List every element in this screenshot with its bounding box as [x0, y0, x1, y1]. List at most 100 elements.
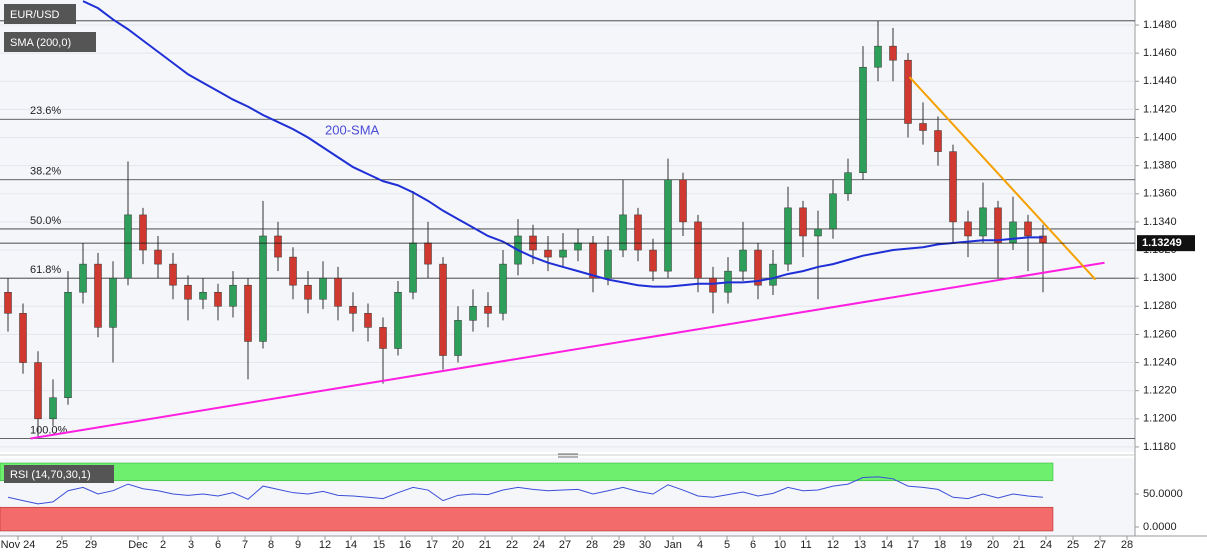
- candle-body: [469, 306, 477, 321]
- x-tick-label: 10: [774, 539, 786, 551]
- candle-body: [319, 277, 327, 300]
- candle-body: [604, 249, 612, 279]
- y-tick-label: 1.1200: [1143, 413, 1177, 425]
- rsi-legend: RSI (14,70,30,1): [10, 469, 91, 481]
- candle-body: [394, 291, 402, 349]
- trendline: [30, 261, 1105, 440]
- y-tick-label: 1.1300: [1143, 272, 1177, 284]
- candle-body: [619, 214, 627, 251]
- candle-body: [889, 45, 897, 61]
- symbol-title: EUR/USD: [10, 9, 60, 21]
- candle-body: [769, 263, 777, 286]
- candle-body: [109, 277, 117, 328]
- candle-body: [589, 242, 597, 279]
- y-tick-label: 1.1380: [1143, 160, 1177, 172]
- candle-body: [124, 214, 132, 279]
- x-tick-label: 25: [1067, 539, 1079, 551]
- last-price-box: [1137, 235, 1195, 252]
- oversold-band: [0, 506, 1054, 532]
- sma-line: [82, 0, 1043, 288]
- x-tick-label: 22: [506, 539, 518, 551]
- candle-body: [409, 242, 417, 293]
- x-tick-label: 15: [373, 539, 385, 551]
- x-tick-label: 3: [188, 539, 194, 551]
- x-tick-label: 12: [319, 539, 331, 551]
- x-tick-label: Nov 24: [1, 539, 36, 551]
- candle-body: [259, 235, 267, 342]
- x-tick-label: 18: [934, 539, 946, 551]
- candle-body: [814, 228, 822, 237]
- level-label: 38.2%: [30, 166, 61, 178]
- level-label: 50.0%: [30, 215, 61, 227]
- x-tick-label: Dec: [128, 539, 148, 551]
- sma-legend: SMA (200,0): [10, 37, 71, 49]
- candle-body: [49, 397, 57, 420]
- candle-body: [94, 263, 102, 328]
- y-tick-label: 1.1240: [1143, 356, 1177, 368]
- candle-body: [169, 263, 177, 286]
- x-tick-label: 20: [452, 539, 464, 551]
- candle-body: [454, 320, 462, 356]
- candle-body: [574, 242, 582, 251]
- y-tick-label: 1.1480: [1143, 19, 1177, 31]
- candle-body: [64, 291, 72, 398]
- candle-body: [334, 277, 342, 307]
- candle-body: [379, 327, 387, 349]
- candle-body: [544, 249, 552, 258]
- candle-body: [799, 207, 807, 237]
- candle-body: [79, 263, 87, 293]
- x-tick-label: 27: [559, 539, 571, 551]
- level-label: 23.6%: [30, 105, 61, 117]
- candle-body: [874, 45, 882, 68]
- x-tick-label: 16: [399, 539, 411, 551]
- candle-body: [244, 284, 252, 342]
- candle-body: [349, 306, 357, 314]
- candle-body: [4, 291, 12, 314]
- x-tick-label: 29: [85, 539, 97, 551]
- candle-body: [559, 249, 567, 258]
- x-tick-label: 13: [854, 539, 866, 551]
- x-tick-label: 9: [295, 539, 301, 551]
- x-tick-label: 6: [215, 539, 221, 551]
- x-tick-label: 4: [697, 539, 703, 551]
- rsi-line: [7, 476, 1044, 505]
- y-tick-label: 1.1340: [1143, 216, 1177, 228]
- sma-box[interactable]: [4, 32, 96, 52]
- candle-body: [184, 284, 192, 300]
- y-tick-label: 1.1260: [1143, 328, 1177, 340]
- x-tick-label: 14: [881, 539, 893, 551]
- x-tick-label: 8: [268, 539, 274, 551]
- candle-body: [1024, 221, 1032, 237]
- divider-handle[interactable]: [558, 453, 578, 458]
- x-tick-label: 19: [960, 539, 972, 551]
- candle-body: [964, 221, 972, 237]
- x-tick-label: 27: [1094, 539, 1106, 551]
- candle-body: [199, 291, 207, 300]
- marks: 1.1180 1.1200 1.1220 1.1240 1.1260 1.1280 1.13…: [0, 0, 1195, 551]
- x-tick-label: 29: [613, 539, 625, 551]
- sma-annotation: 200-SMA: [325, 122, 380, 137]
- candle-body: [304, 284, 312, 300]
- candle-body: [634, 214, 642, 251]
- x-tick-label: 11: [800, 539, 811, 551]
- rsi-box[interactable]: [4, 465, 114, 483]
- symbol-box[interactable]: [4, 4, 76, 24]
- rsi-tick-label: 0.0000: [1143, 521, 1177, 533]
- trendline: [908, 76, 1097, 281]
- candle-body: [34, 362, 42, 420]
- candle-body: [844, 172, 852, 195]
- y-tick-label: 1.1440: [1143, 75, 1177, 87]
- y-tick-label: 1.1400: [1143, 131, 1177, 143]
- candle-body: [694, 221, 702, 279]
- candle-body: [679, 179, 687, 223]
- x-tick-label: 21: [479, 539, 491, 551]
- y-tick-label: 1.1460: [1143, 47, 1177, 59]
- x-tick-label: 28: [1121, 539, 1133, 551]
- candle-body: [979, 207, 987, 237]
- x-tick-label: 5: [724, 539, 730, 551]
- candle-body: [739, 249, 747, 272]
- x-tick-label: 7: [242, 539, 248, 551]
- x-tick-label: 12: [827, 539, 839, 551]
- candle-body: [949, 151, 957, 223]
- x-tick-label: 2: [160, 539, 166, 551]
